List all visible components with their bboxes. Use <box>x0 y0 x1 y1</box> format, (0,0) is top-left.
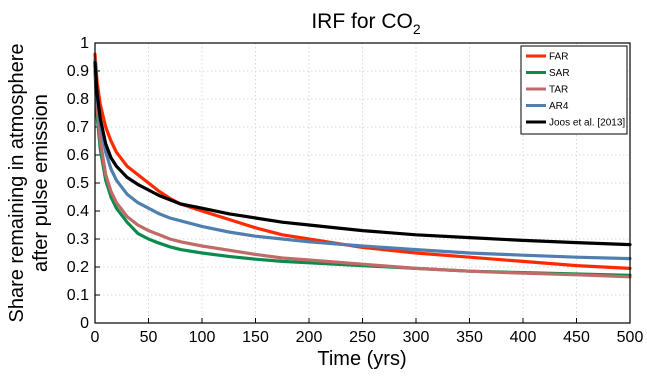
series-line-tar <box>93 63 632 279</box>
x-tick-label: 50 <box>140 329 158 346</box>
x-tick-label: 350 <box>456 329 483 346</box>
series-lines <box>93 52 632 279</box>
y-tick-labels: 0 0.1 0.2 0.3 0.4 0.5 0.6 0.7 0.8 0.9 1 <box>67 35 89 332</box>
legend-label: AR4 <box>549 101 569 112</box>
x-tick-label: 150 <box>242 329 269 346</box>
x-tick-label: 450 <box>563 329 590 346</box>
chart-title-subscript: 2 <box>413 21 421 37</box>
x-axis-label: Time (yrs) <box>317 348 406 370</box>
y-tick-label: 0.6 <box>67 147 89 164</box>
x-tick-label: 200 <box>296 329 323 346</box>
legend-label: SAR <box>549 68 570 79</box>
x-tick-label: 300 <box>403 329 430 346</box>
legend-label: TAR <box>549 85 568 96</box>
y-axis-label-line1: Share remaining in atmosphere <box>6 43 28 322</box>
legend-label: FAR <box>549 52 568 63</box>
x-tick-label: 0 <box>91 329 100 346</box>
y-tick-label: 0.1 <box>67 287 89 304</box>
y-tick-label: 0.7 <box>67 119 89 136</box>
series-line-joos-et-al-2013 <box>93 60 632 247</box>
y-tick-label: 0.9 <box>67 63 89 80</box>
grid-lines <box>94 42 631 324</box>
chart-title-main: IRF for CO <box>311 10 413 33</box>
y-tick-label: 1 <box>80 35 89 52</box>
plot-frame <box>94 42 631 324</box>
series-line-ar4 <box>93 58 632 261</box>
x-tick-label: 100 <box>189 329 216 346</box>
x-tick-label: 250 <box>349 329 376 346</box>
y-tick-label: 0.5 <box>67 175 89 192</box>
y-tick-label: 0.3 <box>67 231 89 248</box>
y-tick-label: 0 <box>80 315 89 332</box>
x-tick-label: 500 <box>617 329 644 346</box>
y-axis-label-line2: after pulse emission <box>30 94 52 272</box>
legend-label: Joos et al. [2013] <box>549 118 625 129</box>
x-tick-labels: 0 50 100 150 200 250 300 350 400 450 500 <box>91 329 644 346</box>
legend: FAR SAR TAR AR4 Joos et al. [2013] <box>520 45 628 135</box>
y-tick-label: 0.2 <box>67 259 89 276</box>
chart-title: IRF for CO2 <box>311 10 421 37</box>
x-tick-label: 400 <box>510 329 537 346</box>
y-tick-label: 0.8 <box>67 91 89 108</box>
y-tick-label: 0.4 <box>67 203 89 220</box>
